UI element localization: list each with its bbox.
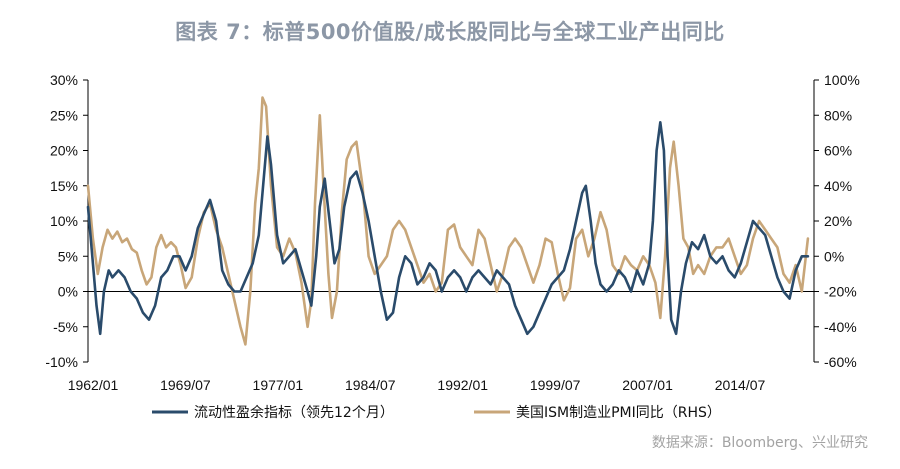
left-tick-label: 20% — [50, 143, 78, 159]
x-tick-label: 2014/07 — [715, 377, 766, 393]
right-tick-label: 40% — [824, 178, 852, 194]
x-tick-label: 2007/01 — [622, 377, 673, 393]
right-tick-label: 80% — [824, 107, 852, 123]
series-line-ism-pmi — [86, 96, 810, 346]
left-tick-label: 0% — [58, 284, 78, 300]
right-tick-label: 20% — [824, 213, 852, 229]
chart-title: 图表 7：标普500价值股/成长股同比与全球工业产出同比 — [175, 20, 725, 44]
left-tick-label: 10% — [50, 213, 78, 229]
x-tick-label: 1977/01 — [253, 377, 304, 393]
x-tick-label: 1969/07 — [160, 377, 211, 393]
x-tick-label: 1984/07 — [345, 377, 396, 393]
left-tick-label: 25% — [50, 107, 78, 123]
left-tick-label: -10% — [45, 354, 78, 370]
left-tick-label: -5% — [53, 319, 78, 335]
x-tick-label: 1999/07 — [530, 377, 581, 393]
chart-lines — [86, 96, 810, 346]
right-tick-label: 0% — [824, 248, 844, 264]
left-tick-label: 30% — [50, 72, 78, 88]
right-tick-label: -20% — [824, 284, 857, 300]
right-tick-label: -40% — [824, 319, 857, 335]
right-tick-label: -60% — [824, 354, 857, 370]
legend-label-series2: 美国ISM制造业PMI同比（RHS） — [516, 405, 721, 421]
right-tick-label: 60% — [824, 143, 852, 159]
chart-axes: 30% 25% 20% 15% 10% 5% 0% -5% -10% 100% 80% 60% 40% 2… — [45, 72, 860, 393]
legend-label-series1: 流动性盈余指标（领先12个月） — [194, 404, 394, 421]
left-tick-label: 15% — [50, 178, 78, 194]
series-line-liquidity-surplus — [86, 121, 810, 336]
chart-legend: 流动性盈余指标（领先12个月） 美国ISM制造业PMI同比（RHS） — [152, 404, 721, 421]
left-tick-label: 5% — [58, 248, 78, 264]
right-tick-label: 100% — [824, 72, 860, 88]
source-note: 数据来源：Bloomberg、兴业研究 — [651, 435, 868, 451]
x-tick-label: 1992/01 — [437, 377, 488, 393]
x-tick-label: 1962/01 — [68, 377, 119, 393]
